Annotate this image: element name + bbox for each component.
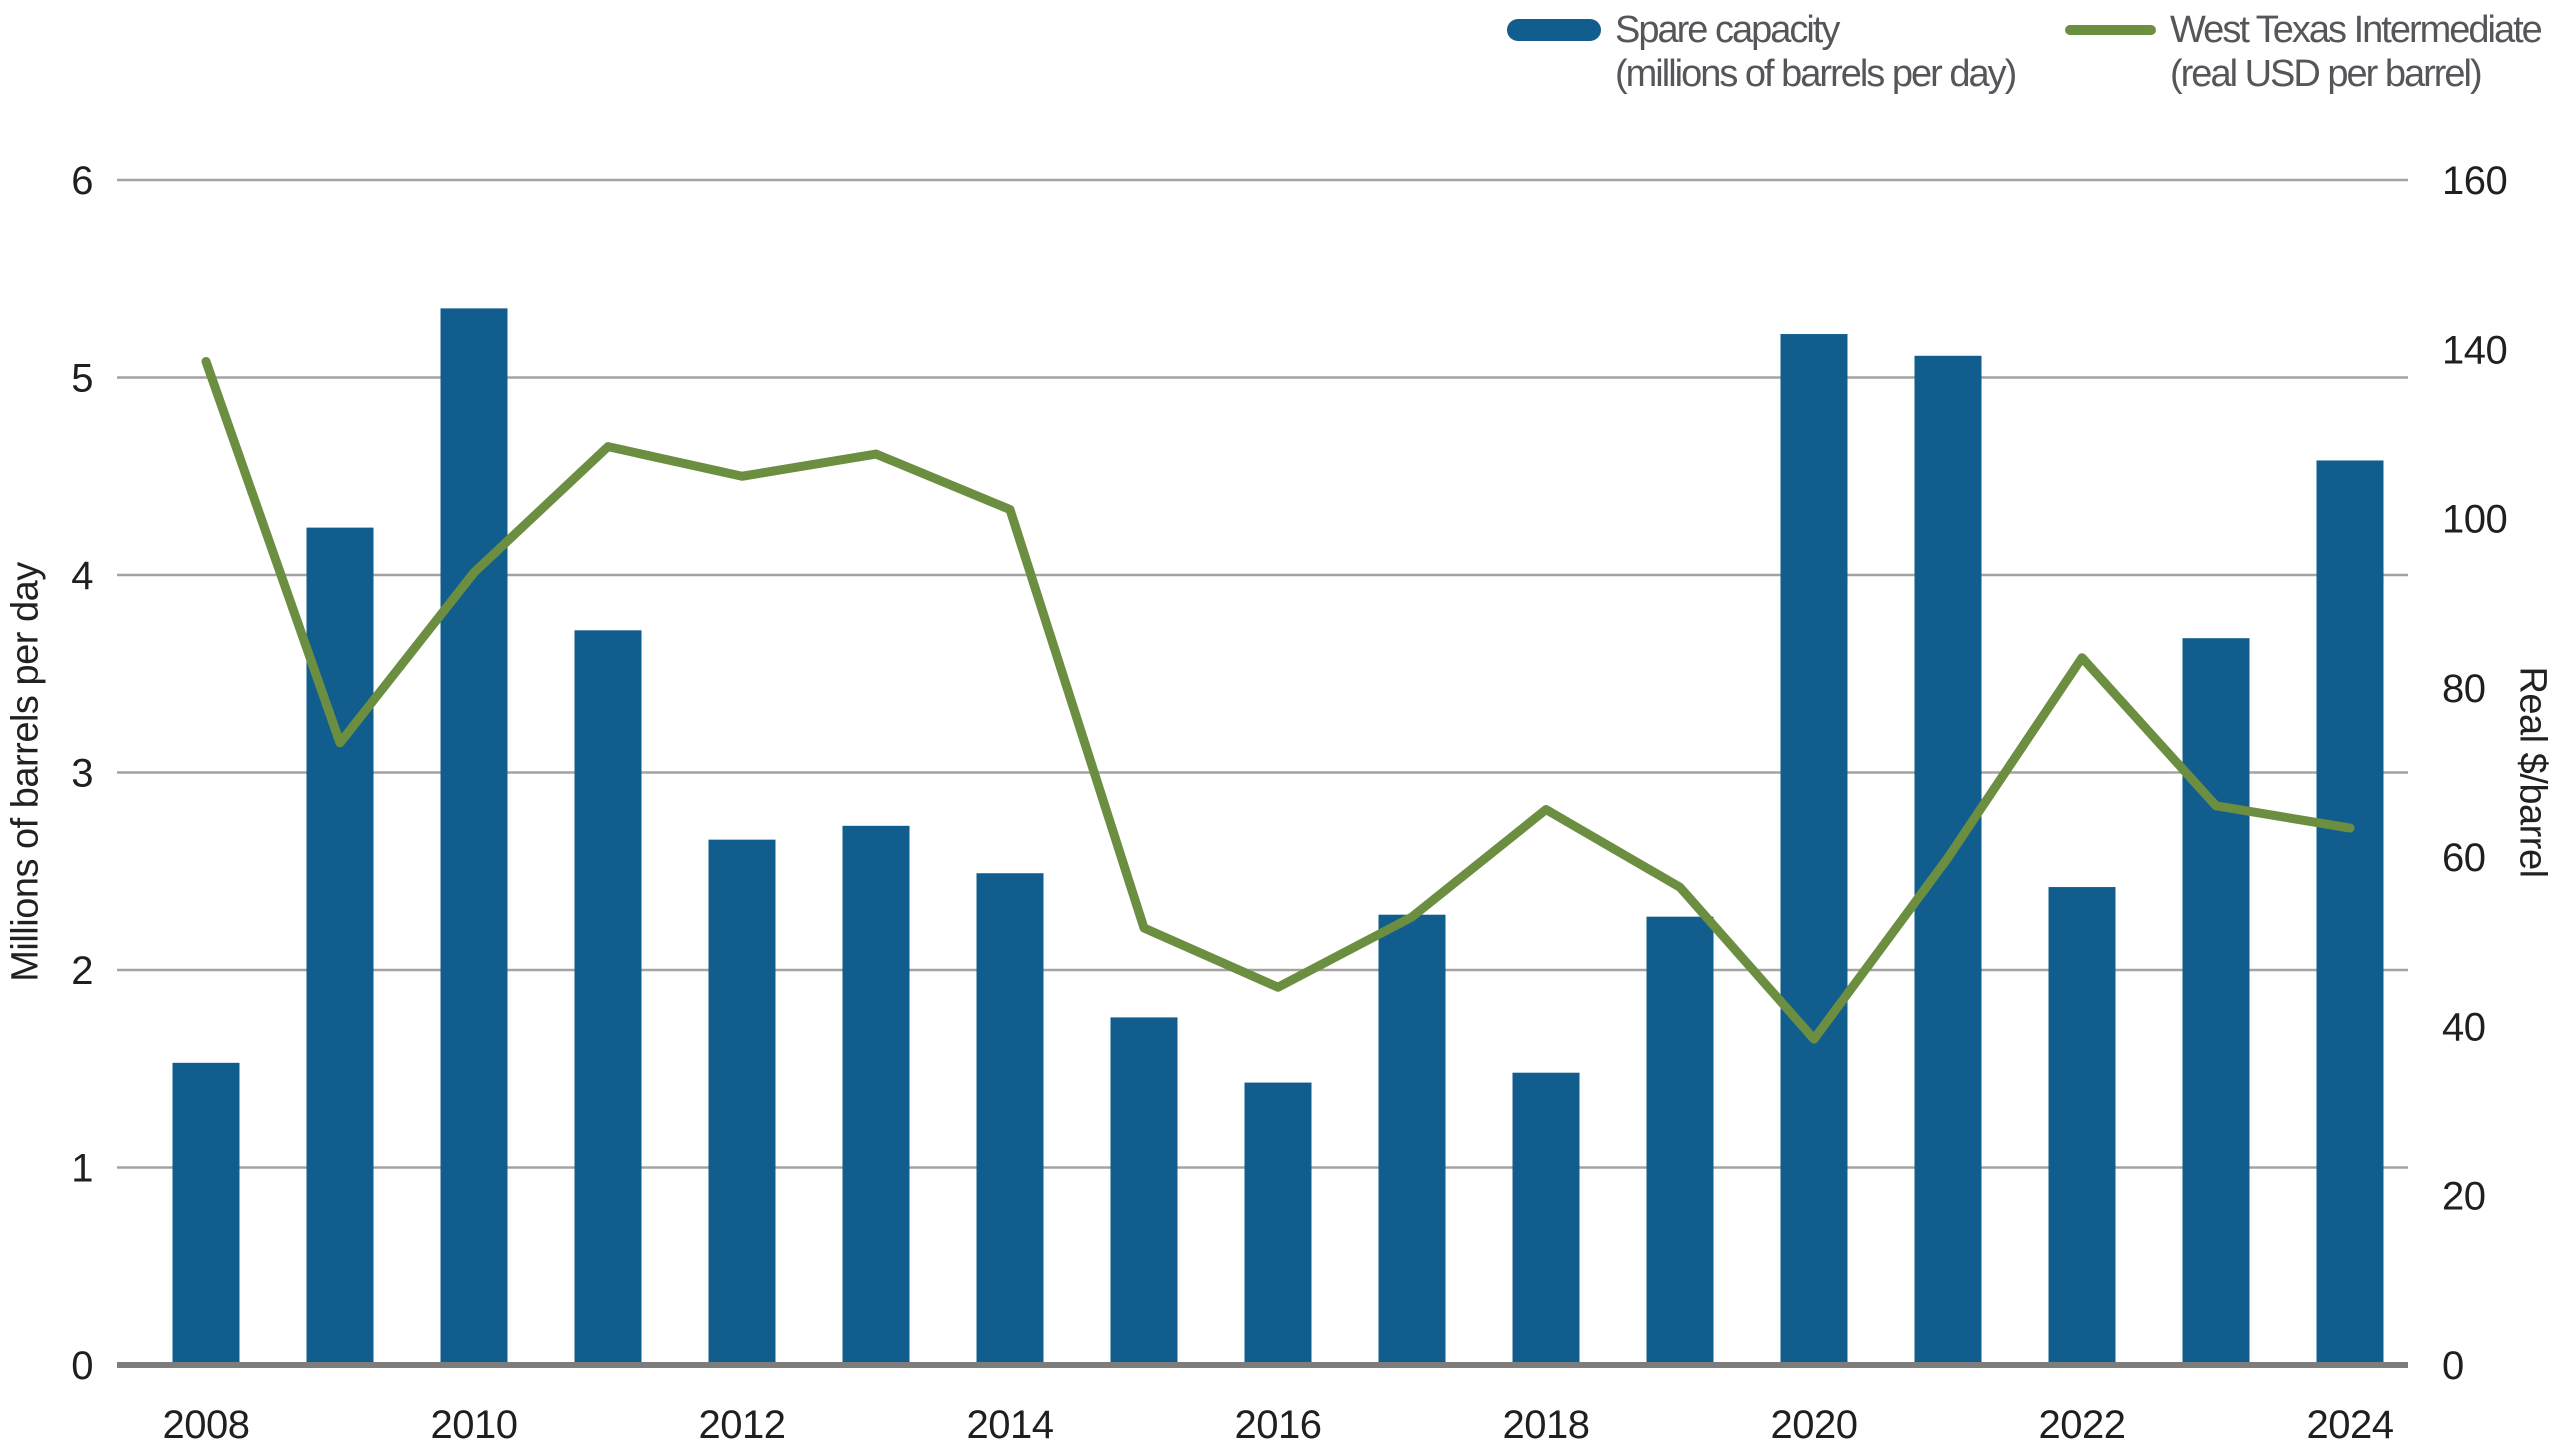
left-axis-tick-1: 1 xyxy=(71,1147,93,1191)
x-axis-tick-2008: 2008 xyxy=(163,1403,250,1440)
bar-2013 xyxy=(842,825,910,1365)
bar-2015 xyxy=(1110,1017,1178,1365)
legend-item-spare-capacity: Spare capacity (millions of barrels per … xyxy=(1507,8,2017,96)
legend-label-wti: West Texas Intermediate (real USD per ba… xyxy=(2170,8,2543,96)
left-axis-tick-6: 6 xyxy=(71,159,93,203)
line-series-swatch xyxy=(2065,25,2156,35)
right-axis-tick-140: 140 xyxy=(2442,328,2507,372)
right-axis-tick-100: 100 xyxy=(2442,498,2507,542)
bar-2012 xyxy=(708,839,776,1365)
legend-label-line2: (millions of barrels per day) xyxy=(1615,53,2017,95)
bar-2022 xyxy=(2048,887,2116,1365)
bar-2014 xyxy=(976,873,1044,1365)
x-axis-tick-2016: 2016 xyxy=(1235,1403,1322,1440)
bar-2019 xyxy=(1646,916,1714,1365)
bar-2024 xyxy=(2316,460,2384,1365)
x-axis-tick-2014: 2014 xyxy=(967,1403,1054,1440)
left-axis-title: Millions of barrels per day xyxy=(4,562,47,982)
x-axis-tick-2010: 2010 xyxy=(431,1403,518,1440)
right-axis-tick-80: 80 xyxy=(2442,667,2486,711)
left-axis-tick-0: 0 xyxy=(71,1344,93,1388)
bar-2011 xyxy=(574,630,642,1365)
bar-2020 xyxy=(1780,334,1848,1365)
right-axis-tick-0: 0 xyxy=(2442,1344,2464,1388)
left-axis-tick-4: 4 xyxy=(71,554,93,598)
left-axis-tick-3: 3 xyxy=(71,752,93,796)
bar-2016 xyxy=(1244,1082,1312,1365)
left-axis-tick-2: 2 xyxy=(71,949,93,993)
legend-label-line1: Spare capacity xyxy=(1615,9,1840,51)
right-axis-tick-40: 40 xyxy=(2442,1005,2486,1049)
right-axis-tick-160: 160 xyxy=(2442,159,2507,203)
x-axis-tick-2018: 2018 xyxy=(1503,1403,1590,1440)
x-axis-tick-2022: 2022 xyxy=(2039,1403,2126,1440)
bar-2009 xyxy=(306,527,374,1365)
bar-series-swatch xyxy=(1507,19,1601,41)
right-axis-tick-20: 20 xyxy=(2442,1175,2486,1219)
right-axis-tick-60: 60 xyxy=(2442,836,2486,880)
legend-item-wti: West Texas Intermediate (real USD per ba… xyxy=(2065,8,2543,96)
x-axis-tick-2020: 2020 xyxy=(1771,1403,1858,1440)
bar-2010 xyxy=(440,308,508,1365)
x-axis-tick-2012: 2012 xyxy=(699,1403,786,1440)
left-axis-tick-5: 5 xyxy=(71,357,93,401)
legend-label-line1: West Texas Intermediate xyxy=(2170,9,2543,51)
bar-2008 xyxy=(172,1062,240,1365)
legend-label-line2: (real USD per barrel) xyxy=(2170,53,2483,95)
right-axis-title: Real $/barrel xyxy=(2511,666,2554,878)
bar-2023 xyxy=(2182,638,2250,1365)
x-axis-tick-2024: 2024 xyxy=(2307,1403,2394,1440)
bar-2018 xyxy=(1512,1072,1580,1365)
legend-label-spare-capacity: Spare capacity (millions of barrels per … xyxy=(1615,8,2017,96)
bar-2017 xyxy=(1378,914,1446,1365)
wti-line xyxy=(201,356,2355,1044)
